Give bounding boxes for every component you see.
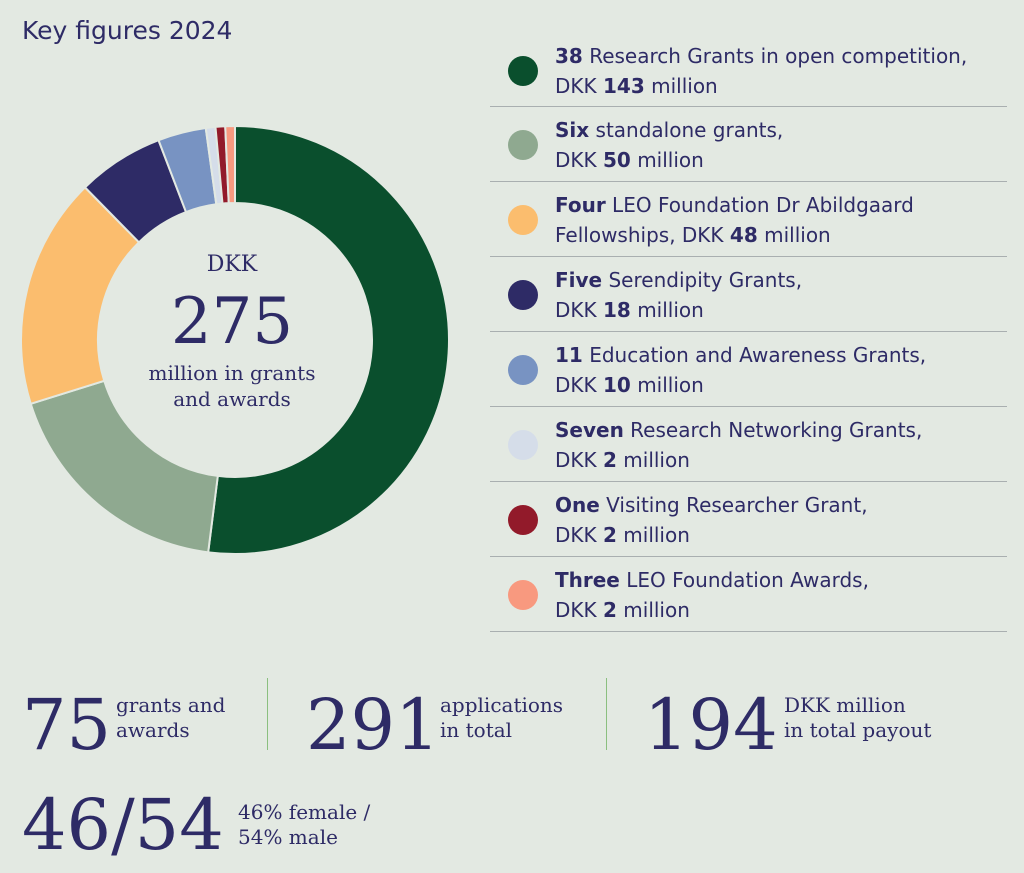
legend-label: Seven Research Networking Grants, DKK 2 … [555, 418, 923, 472]
legend-dot [508, 56, 538, 86]
center-subtitle: million in grants and awards [122, 360, 342, 412]
legend-label: Six standalone grants, DKK 50 million [555, 118, 784, 172]
legend-dot [508, 205, 538, 235]
stat-applications-label: applications in total [440, 693, 564, 742]
legend-item: Six standalone grants, DKK 50 million [490, 107, 1007, 182]
legend-label: Five Serendipity Grants, DKK 18 million [555, 268, 803, 322]
stat-applications-value: 291 [306, 684, 440, 766]
legend-dot [508, 355, 538, 385]
donut-slice [207, 124, 450, 555]
legend-label: Four LEO Foundation Dr Abildgaard Fellow… [555, 193, 914, 247]
legend-item: 11 Education and Awareness Grants, DKK 1… [490, 332, 1007, 407]
legend-label: One Visiting Researcher Grant, DKK 2 mil… [555, 493, 868, 547]
legend-item: 38 Research Grants in open competition, … [490, 33, 1007, 107]
legend-dot [508, 580, 538, 610]
stat-gender-label: 46% female /54% male [238, 800, 371, 849]
legend-item: Three LEO Foundation Awards, DKK 2 milli… [490, 557, 1007, 632]
stat-payout-value: 194 [644, 684, 778, 766]
chart-title: Key figures 2024 [22, 16, 233, 45]
center-subtitle-line1: million in grants [148, 361, 316, 385]
legend-item: Four LEO Foundation Dr Abildgaard Fellow… [490, 182, 1007, 257]
legend-dot [508, 280, 538, 310]
legend: 38 Research Grants in open competition, … [490, 33, 1007, 632]
stat-grants-value: 75 [22, 684, 112, 766]
stat-gender-value: 46/54 [22, 784, 224, 866]
legend-dot [508, 505, 538, 535]
legend-label: 38 Research Grants in open competition, … [555, 44, 968, 98]
legend-item: Five Serendipity Grants, DKK 18 million [490, 257, 1007, 332]
stat-divider [606, 678, 607, 750]
stat-payout-label: DKK million in total payout [784, 693, 932, 742]
center-subtitle-line2: and awards [173, 387, 291, 411]
donut-chart [20, 124, 450, 555]
legend-item: Seven Research Networking Grants, DKK 2 … [490, 407, 1007, 482]
donut-slice [224, 124, 236, 205]
stat-divider [267, 678, 268, 750]
stat-grants-label: grants and awards [116, 693, 226, 742]
legend-item: One Visiting Researcher Grant, DKK 2 mil… [490, 482, 1007, 557]
legend-dot [508, 430, 538, 460]
legend-label: Three LEO Foundation Awards, DKK 2 milli… [555, 568, 869, 622]
legend-dot [508, 130, 538, 160]
legend-label: 11 Education and Awareness Grants, DKK 1… [555, 343, 927, 397]
center-currency: DKK [206, 252, 258, 277]
center-total: 275 [170, 285, 294, 359]
